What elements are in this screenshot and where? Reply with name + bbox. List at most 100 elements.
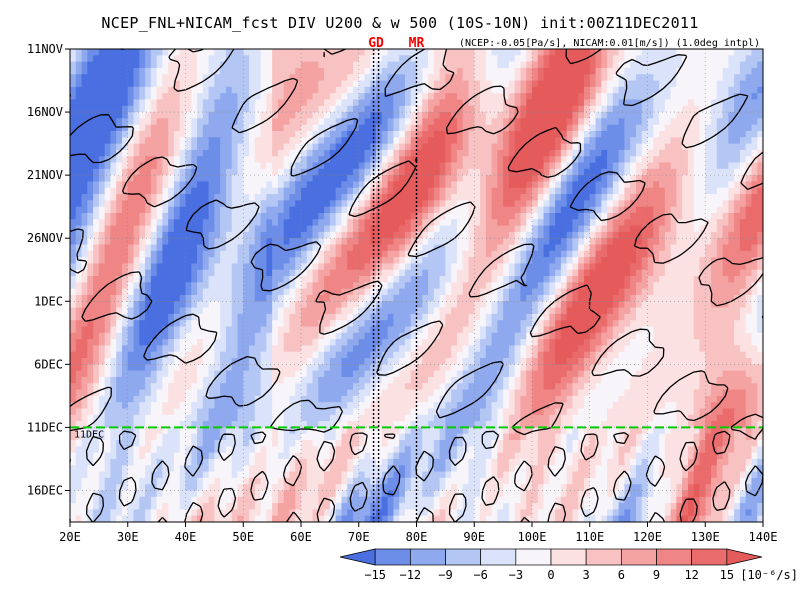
- field-cell: [676, 269, 683, 277]
- field-cell: [653, 118, 660, 126]
- field-cell: [185, 143, 192, 151]
- field-cell: [145, 74, 152, 81]
- field-cell: [532, 244, 539, 252]
- field-cell: [416, 105, 423, 113]
- field-cell: [179, 282, 186, 290]
- field-cell: [312, 55, 319, 63]
- field-cell: [468, 55, 475, 63]
- field-cell: [722, 206, 729, 214]
- field-cell: [173, 143, 181, 151]
- field-cell: [254, 99, 261, 107]
- field-cell: [306, 288, 313, 296]
- field-cell: [237, 250, 244, 258]
- field-cell: [208, 149, 215, 157]
- field-cell: [485, 162, 492, 170]
- field-cell: [543, 244, 550, 252]
- field-cell: [578, 74, 585, 81]
- field-cell: [243, 282, 250, 290]
- field-cell: [208, 55, 215, 63]
- field-cell: [191, 55, 198, 63]
- field-cell: [243, 143, 250, 151]
- field-cell: [191, 80, 198, 88]
- field-cell: [249, 74, 256, 81]
- field-cell: [549, 181, 556, 189]
- field-cell: [589, 194, 596, 201]
- field-cell: [508, 282, 516, 290]
- field-cell: [393, 194, 400, 201]
- field-cell: [283, 49, 290, 56]
- field-cell: [341, 238, 348, 245]
- field-cell: [121, 263, 129, 271]
- field-cell: [416, 294, 423, 302]
- field-cell: [526, 175, 533, 182]
- field-cell: [347, 149, 354, 157]
- field-cell: [98, 250, 106, 258]
- field-cell: [168, 143, 175, 151]
- field-cell: [647, 74, 654, 81]
- field-cell: [127, 74, 134, 81]
- field-cell: [491, 74, 498, 81]
- field-cell: [318, 149, 325, 157]
- field-cell: [266, 86, 273, 94]
- field-cell: [751, 80, 758, 88]
- field-cell: [503, 137, 510, 144]
- field-cell: [179, 143, 186, 151]
- field-cell: [277, 225, 285, 233]
- field-cell: [578, 112, 585, 119]
- field-cell: [653, 288, 660, 296]
- field-cell: [612, 200, 620, 208]
- field-cell: [601, 93, 608, 100]
- field-cell: [520, 124, 527, 132]
- field-cell: [220, 269, 227, 277]
- field-cell: [549, 194, 556, 201]
- field-cell: [289, 99, 296, 107]
- field-cell: [324, 276, 331, 283]
- field-cell: [116, 112, 123, 119]
- field-cell: [150, 130, 158, 138]
- field-cell: [659, 282, 666, 290]
- field-cell: [641, 162, 648, 170]
- field-cell: [341, 257, 348, 264]
- field-cell: [433, 118, 441, 126]
- field-cell: [214, 282, 221, 290]
- field-cell: [231, 105, 238, 113]
- field-cell: [607, 175, 614, 182]
- field-cell: [179, 175, 186, 182]
- field-cell: [745, 212, 752, 220]
- field-cell: [81, 200, 88, 208]
- field-cell: [745, 80, 752, 88]
- field-cell: [81, 162, 88, 170]
- field-cell: [757, 93, 764, 100]
- field-cell: [387, 181, 394, 189]
- field-cell: [745, 74, 752, 81]
- field-cell: [145, 80, 152, 88]
- field-cell: [647, 168, 654, 176]
- field-cell: [399, 307, 406, 315]
- field-cell: [75, 162, 82, 170]
- field-cell: [185, 200, 192, 208]
- field-cell: [751, 49, 758, 56]
- field-cell: [156, 168, 163, 176]
- field-cell: [116, 231, 123, 239]
- field-cell: [497, 294, 504, 302]
- field-cell: [393, 231, 400, 239]
- field-cell: [335, 263, 342, 271]
- field-cell: [202, 181, 210, 189]
- field-cell: [416, 168, 423, 176]
- field-cell: [451, 49, 458, 56]
- field-cell: [237, 282, 244, 290]
- field-cell: [168, 269, 175, 277]
- field-cell: [335, 187, 342, 195]
- field-cell: [243, 225, 250, 233]
- field-cell: [583, 67, 591, 75]
- field-cell: [364, 307, 371, 315]
- field-cell: [589, 162, 596, 170]
- field-cell: [555, 55, 562, 63]
- field-cell: [156, 307, 163, 315]
- field-cell: [659, 168, 666, 176]
- field-cell: [745, 206, 752, 214]
- field-cell: [260, 80, 267, 88]
- field-cell: [289, 67, 296, 75]
- field-cell: [110, 187, 117, 195]
- field-cell: [306, 301, 313, 308]
